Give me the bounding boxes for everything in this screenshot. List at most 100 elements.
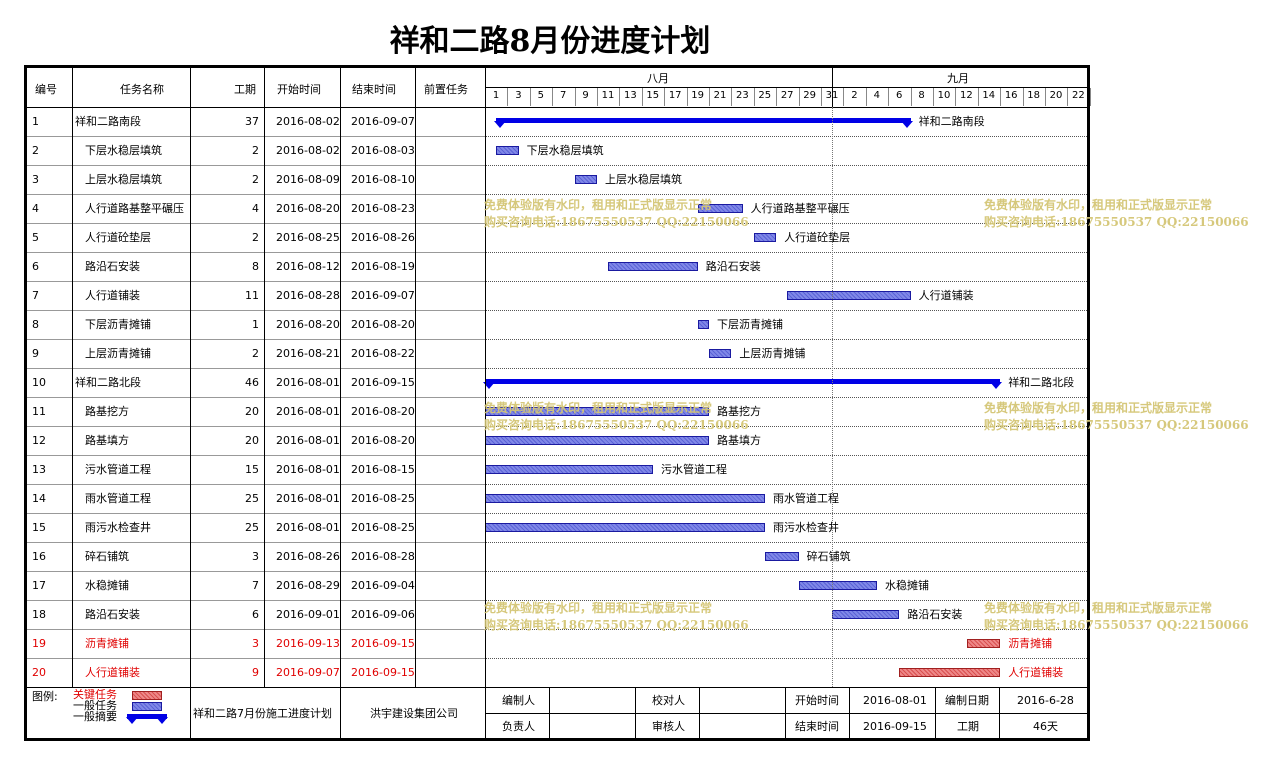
timeline-day-tick: 27 — [780, 90, 794, 101]
task-duration: 4 — [252, 202, 259, 215]
tick-divider — [731, 88, 733, 106]
task-end: 2016-08-10 — [351, 173, 415, 186]
task-name[interactable]: 碎石铺筑 — [85, 550, 129, 563]
row-divider — [27, 513, 485, 514]
task-name[interactable]: 污水管道工程 — [85, 463, 151, 476]
task-duration: 6 — [252, 608, 259, 621]
timeline-day-tick: 29 — [803, 90, 816, 101]
tick-divider — [865, 88, 867, 106]
footer-divider — [549, 687, 550, 738]
footer-divider — [340, 687, 341, 738]
header-bottom — [27, 107, 1087, 108]
task-id: 18 — [32, 608, 46, 621]
timeline-day-tick: 7 — [560, 90, 567, 101]
bar-label: 雨水管道工程 — [773, 492, 839, 505]
start-value: 2016-08-01 — [863, 694, 927, 707]
task-bar[interactable] — [798, 581, 877, 590]
legend-normal-swatch — [132, 702, 162, 711]
column-divider — [485, 68, 486, 687]
task-end: 2016-09-15 — [351, 637, 415, 650]
task-name[interactable]: 雨水管道工程 — [85, 492, 151, 505]
task-bar[interactable] — [485, 523, 765, 532]
task-bar[interactable] — [697, 320, 709, 329]
task-name[interactable]: 水稳摊铺 — [85, 579, 129, 592]
task-bar[interactable] — [697, 204, 743, 213]
critical-task-bar[interactable] — [966, 639, 1001, 648]
watermark-line2: 购买咨询电话:18675550537 QQ:22150066 — [984, 215, 1249, 229]
task-end: 2016-09-07 — [351, 289, 415, 302]
gantt-row-divider — [485, 310, 1087, 311]
task-end: 2016-08-20 — [351, 318, 415, 331]
footer-divider — [999, 687, 1000, 738]
critical-task-bar[interactable] — [899, 668, 1001, 677]
bar-label: 路沿石安装 — [907, 608, 963, 621]
task-name[interactable]: 沥青摊铺 — [85, 637, 129, 650]
timeline-day-tick: 5 — [537, 90, 544, 101]
task-name[interactable]: 路基挖方 — [85, 405, 129, 418]
task-name[interactable]: 下层沥青摊铺 — [85, 318, 151, 331]
row-divider — [27, 281, 485, 282]
task-start: 2016-09-13 — [276, 637, 340, 650]
row-divider — [27, 136, 485, 137]
task-name[interactable]: 上层沥青摊铺 — [85, 347, 151, 360]
task-end: 2016-08-20 — [351, 434, 415, 447]
task-bar[interactable] — [485, 465, 653, 474]
watermark-line1: 免费体验版有水印，租用和正式版显示正常 — [984, 401, 1213, 415]
footer-divider — [849, 687, 850, 738]
timeline-day-tick: 15 — [646, 90, 660, 101]
task-bar[interactable] — [787, 291, 911, 300]
tick-divider — [507, 88, 509, 106]
task-name[interactable]: 人行道路基整平碾压 — [85, 202, 184, 215]
task-id: 9 — [32, 347, 39, 360]
task-bar[interactable] — [608, 262, 698, 271]
task-name[interactable]: 路基填方 — [85, 434, 129, 447]
timeline-day-tick: 20 — [1049, 90, 1063, 101]
task-bar[interactable] — [765, 552, 799, 561]
task-start: 2016-09-01 — [276, 608, 340, 621]
gantt-row-divider — [485, 281, 1087, 282]
watermark-line1: 免费体验版有水印，租用和正式版显示正常 — [484, 401, 713, 415]
task-bar[interactable] — [709, 349, 732, 358]
task-duration: 37 — [245, 115, 259, 128]
task-name[interactable]: 祥和二路北段 — [75, 376, 141, 389]
task-bar[interactable] — [832, 610, 900, 619]
tick-divider — [821, 88, 822, 106]
task-end: 2016-09-15 — [351, 376, 415, 389]
responsible-label: 负责人 — [502, 720, 535, 733]
task-bar[interactable] — [485, 494, 765, 503]
task-start: 2016-08-20 — [276, 318, 340, 331]
gantt-row-divider — [485, 194, 1087, 195]
gantt-row-divider — [485, 513, 1087, 514]
task-start: 2016-08-02 — [276, 115, 340, 128]
gantt-row-divider — [485, 658, 1087, 659]
legend-summary-swatch — [127, 714, 167, 719]
header-predecessor: 前置任务 — [424, 83, 468, 96]
bar-label: 雨污水检查井 — [773, 521, 839, 534]
task-bar[interactable] — [485, 436, 709, 445]
timeline-day-tick: 23 — [736, 90, 749, 101]
timeline-month-aug: 八月 — [647, 72, 669, 85]
task-bar[interactable] — [574, 175, 597, 184]
task-name[interactable]: 雨污水检查井 — [85, 521, 151, 534]
footer-divider — [785, 687, 786, 738]
task-id: 2 — [32, 144, 39, 157]
row-divider — [27, 542, 485, 543]
task-name[interactable]: 路沿石安装 — [85, 608, 140, 621]
task-bar[interactable] — [496, 146, 519, 155]
task-end: 2016-09-07 — [351, 115, 415, 128]
task-name[interactable]: 人行道砼垫层 — [85, 231, 151, 244]
task-name[interactable]: 上层水稳层填筑 — [85, 173, 162, 186]
watermark-line2: 购买咨询电话:18675550537 QQ:22150066 — [484, 215, 749, 229]
task-name[interactable]: 下层水稳层填筑 — [85, 144, 162, 157]
column-divider — [264, 68, 265, 687]
task-start: 2016-08-20 — [276, 202, 340, 215]
task-name[interactable]: 人行道铺装 — [85, 666, 140, 679]
task-id: 12 — [32, 434, 46, 447]
task-bar[interactable] — [753, 233, 777, 242]
tick-divider — [955, 88, 957, 106]
task-duration: 2 — [252, 231, 259, 244]
task-name[interactable]: 路沿石安装 — [85, 260, 140, 273]
footer-divider — [190, 687, 191, 738]
task-name[interactable]: 祥和二路南段 — [75, 115, 141, 128]
task-name[interactable]: 人行道铺装 — [85, 289, 140, 302]
